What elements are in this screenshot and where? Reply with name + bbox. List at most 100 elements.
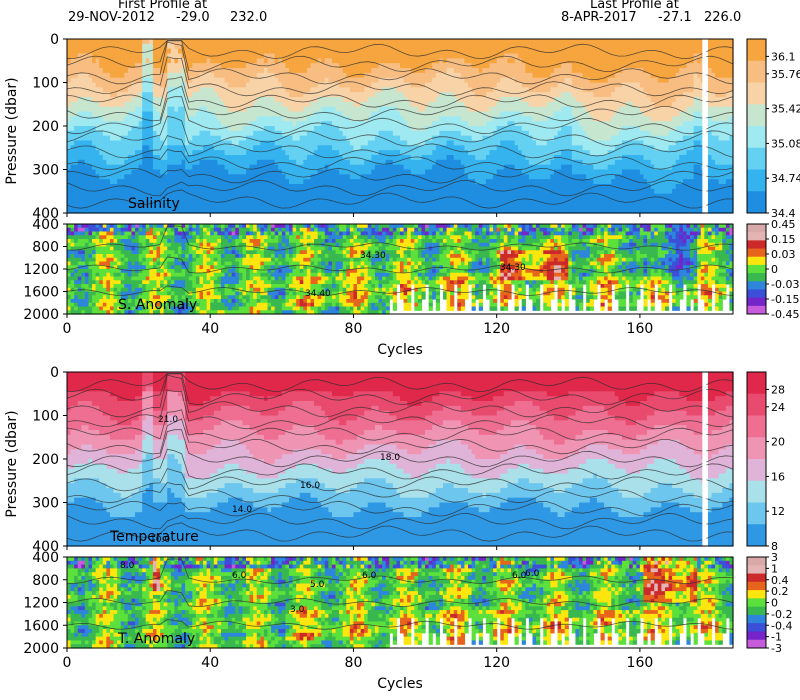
- colorbar-tick-label: 1: [771, 562, 778, 575]
- contour-label: 16.0: [300, 481, 320, 491]
- colorbar-tick-label: 28: [771, 383, 785, 396]
- salinity-anomaly-contours: [66, 225, 734, 296]
- colorbar-tick-label: -0.45: [771, 308, 799, 321]
- colorbar-swatch: [747, 232, 766, 241]
- colorbar-swatch: [747, 524, 766, 547]
- y-tick-label: 0: [50, 365, 59, 381]
- first-profile-lat: -29.0: [176, 10, 210, 25]
- colorbar-swatch: [747, 82, 766, 105]
- colorbar-swatch: [747, 240, 766, 250]
- colorbar-swatch: [747, 248, 766, 258]
- y-tick-label: 0: [50, 32, 59, 48]
- contour-line: [66, 225, 734, 251]
- colorbar-swatch: [747, 573, 766, 583]
- contour-line: [66, 373, 734, 406]
- colorbar-swatch: [747, 415, 766, 438]
- colorbar-tick-label: 0.4: [771, 574, 789, 587]
- colorbar-swatch: [747, 39, 766, 62]
- contour-line: [66, 40, 734, 73]
- y-tick-label: 2000: [23, 307, 59, 323]
- last-profile-lat: -27.1: [658, 10, 692, 25]
- colorbar-tick-label: 35.08: [771, 137, 800, 150]
- contour-label: 8.0: [120, 561, 135, 571]
- contour-line: [66, 389, 734, 430]
- colorbar-swatch: [747, 557, 766, 566]
- colorbar-swatch: [747, 104, 766, 127]
- colorbar-swatch: [747, 581, 766, 591]
- salinity-anomaly-title: S. Anomaly: [118, 297, 197, 313]
- y-tick-label: 100: [32, 409, 59, 425]
- y-tick-label: 200: [32, 452, 59, 468]
- colorbar-tick-label: 0.15: [771, 233, 796, 246]
- contour-line: [66, 256, 734, 274]
- salinity-anomaly-xlabel: Cycles: [377, 342, 423, 358]
- colorbar-swatch: [747, 598, 766, 608]
- salinity-panel: 0 100 200 300 400 Salinity Pressure (dbar) 36.1…: [4, 32, 800, 222]
- colorbar-tick-label: 0.2: [771, 585, 789, 598]
- colorbar-swatch: [747, 480, 766, 503]
- colorbar-tick-label: 24: [771, 401, 785, 414]
- x-tick-label: 80: [345, 321, 363, 337]
- colorbar-tick-label: -0.4: [771, 619, 792, 632]
- contour-line: [66, 96, 734, 135]
- y-tick-label: 400: [32, 539, 59, 555]
- contour-label: 21.0: [158, 415, 178, 425]
- colorbar-tick-label: -0.15: [771, 293, 799, 306]
- colorbar-swatch: [747, 126, 766, 149]
- temperature-cells: [67, 372, 734, 547]
- colorbar-swatch: [747, 224, 766, 233]
- colorbar-swatch: [747, 60, 766, 83]
- colorbar-swatch: [747, 631, 766, 641]
- colorbar-swatch: [747, 281, 766, 290]
- colorbar-tick-label: 35.76: [771, 68, 800, 81]
- temperature-title: Temperature: [109, 529, 199, 545]
- colorbar-tick-label: 35.42: [771, 103, 800, 116]
- colorbar-swatch: [747, 297, 766, 307]
- contour-line: [66, 468, 734, 492]
- y-tick-label: 2000: [23, 641, 59, 657]
- colorbar-tick-label: 8: [771, 540, 778, 553]
- salinity-anomaly-colorbar: 0.45 0.15 0.03 0 -0.03 -0.15 -0.45: [746, 218, 799, 321]
- y-tick-label: 400: [32, 550, 59, 566]
- last-profile-date: 8-APR-2017: [561, 10, 637, 25]
- y-tick-label: 300: [32, 163, 59, 179]
- colorbar-swatch: [747, 372, 766, 395]
- colorbar-swatch: [747, 393, 766, 416]
- colorbar-swatch: [747, 169, 766, 192]
- colorbar-tick-label: 34.4: [771, 207, 796, 220]
- contour-label: 10.0: [150, 535, 170, 545]
- temperature-contours: [66, 373, 734, 542]
- salinity-title: Salinity: [128, 196, 180, 212]
- colorbar-swatch: [747, 289, 766, 299]
- colorbar-swatch: [747, 437, 766, 460]
- y-tick-label: 400: [32, 217, 59, 233]
- colorbar-tick-label: 3: [771, 551, 778, 564]
- contour-line: [66, 618, 734, 630]
- contour-line: [66, 179, 734, 197]
- colorbar-tick-label: -0.03: [771, 278, 799, 291]
- contour-line: [66, 409, 734, 441]
- colorbar-swatch: [747, 606, 766, 616]
- contour-line: [66, 448, 734, 480]
- salinity-anomaly-cells: [67, 224, 734, 315]
- x-tick-label: 120: [483, 321, 510, 337]
- first-profile-lon: 232.0: [230, 10, 267, 25]
- x-tick-label: 40: [201, 655, 219, 671]
- temperature-anomaly-title: T. Anomaly: [117, 631, 195, 647]
- colorbar-swatch: [747, 191, 766, 214]
- last-profile-lon: 226.0: [704, 10, 741, 25]
- y-tick-label: 400: [32, 206, 59, 222]
- contour-label: 18.0: [380, 453, 400, 463]
- colorbar-tick-label: -0.2: [771, 608, 792, 621]
- contour-line: [66, 481, 734, 504]
- first-profile-date: 29-NOV-2012: [68, 10, 155, 25]
- contour-line: [66, 41, 734, 85]
- salinity-contours: [66, 40, 734, 209]
- contour-line: [66, 522, 734, 542]
- temperature-panel: 0 100 200 300 400 Temperature Pressure (dbar) 2…: [4, 365, 785, 555]
- x-tick-label: 160: [627, 655, 654, 671]
- temperature-anomaly-contours: [66, 558, 734, 630]
- colorbar-swatch: [747, 273, 766, 282]
